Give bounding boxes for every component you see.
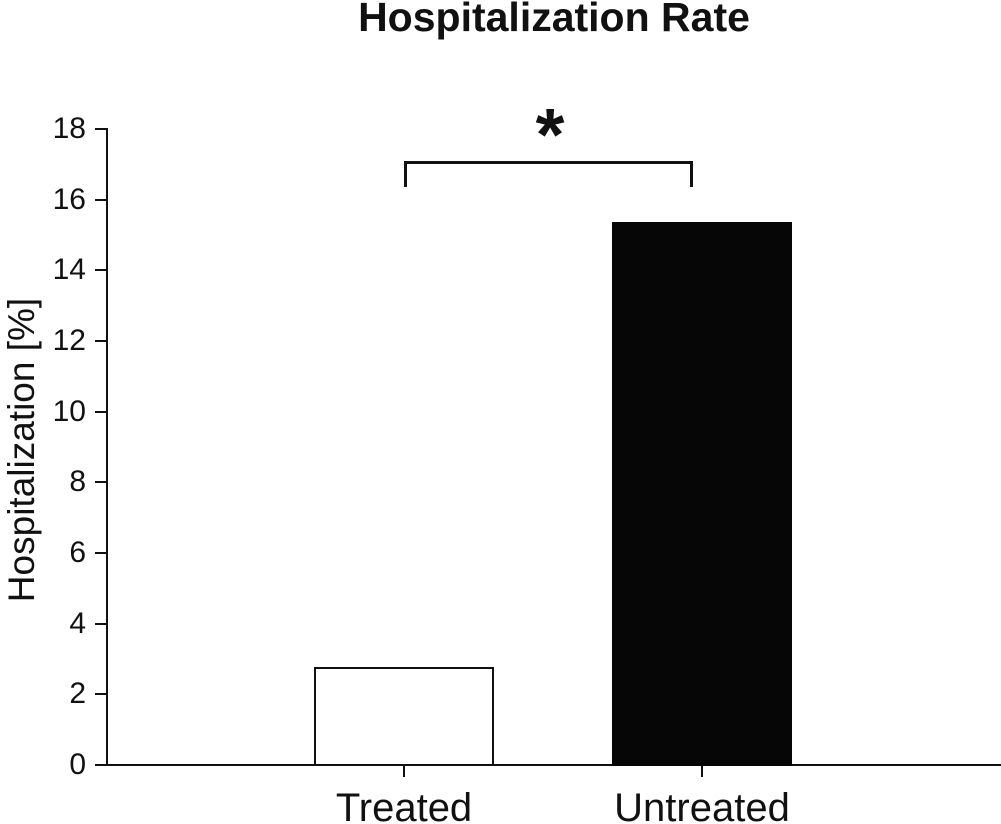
y-axis-tick [95,199,106,201]
significance-bracket [404,161,693,187]
x-axis-tick [701,766,703,777]
y-axis-tick [95,411,106,413]
y-axis-tick [95,552,106,554]
y-axis-tick [95,623,106,625]
bar-untreated [612,222,792,766]
x-axis-line [106,764,1001,766]
y-axis-tick [95,269,106,271]
y-axis-line [106,128,108,766]
y-axis-tick-label: 12 [52,324,86,357]
y-axis-tick [95,128,106,130]
y-axis-tick-label: 14 [52,253,86,286]
x-axis-category-label: Treated [335,786,473,824]
significance-asterisk: * [535,93,565,176]
y-axis-tick-label: 6 [69,536,86,569]
x-axis-tick [403,766,405,777]
y-axis-tick-label: 16 [52,183,86,216]
y-axis-tick [95,340,106,342]
y-axis-tick-label: 4 [69,607,86,640]
y-axis-tick-label: 18 [52,112,86,145]
y-axis-tick-label: 2 [69,677,86,710]
y-axis-tick [95,481,106,483]
y-axis-tick [95,693,106,695]
y-axis-tick-label: 8 [69,465,86,498]
y-axis-tick [95,764,106,766]
x-axis-category-label: Untreated [614,786,790,824]
bar-treated [314,667,494,766]
y-axis-tick-label: 0 [69,748,86,781]
y-axis-tick-label: 10 [52,395,86,428]
chart-title: Hospitalization Rate [358,0,750,40]
